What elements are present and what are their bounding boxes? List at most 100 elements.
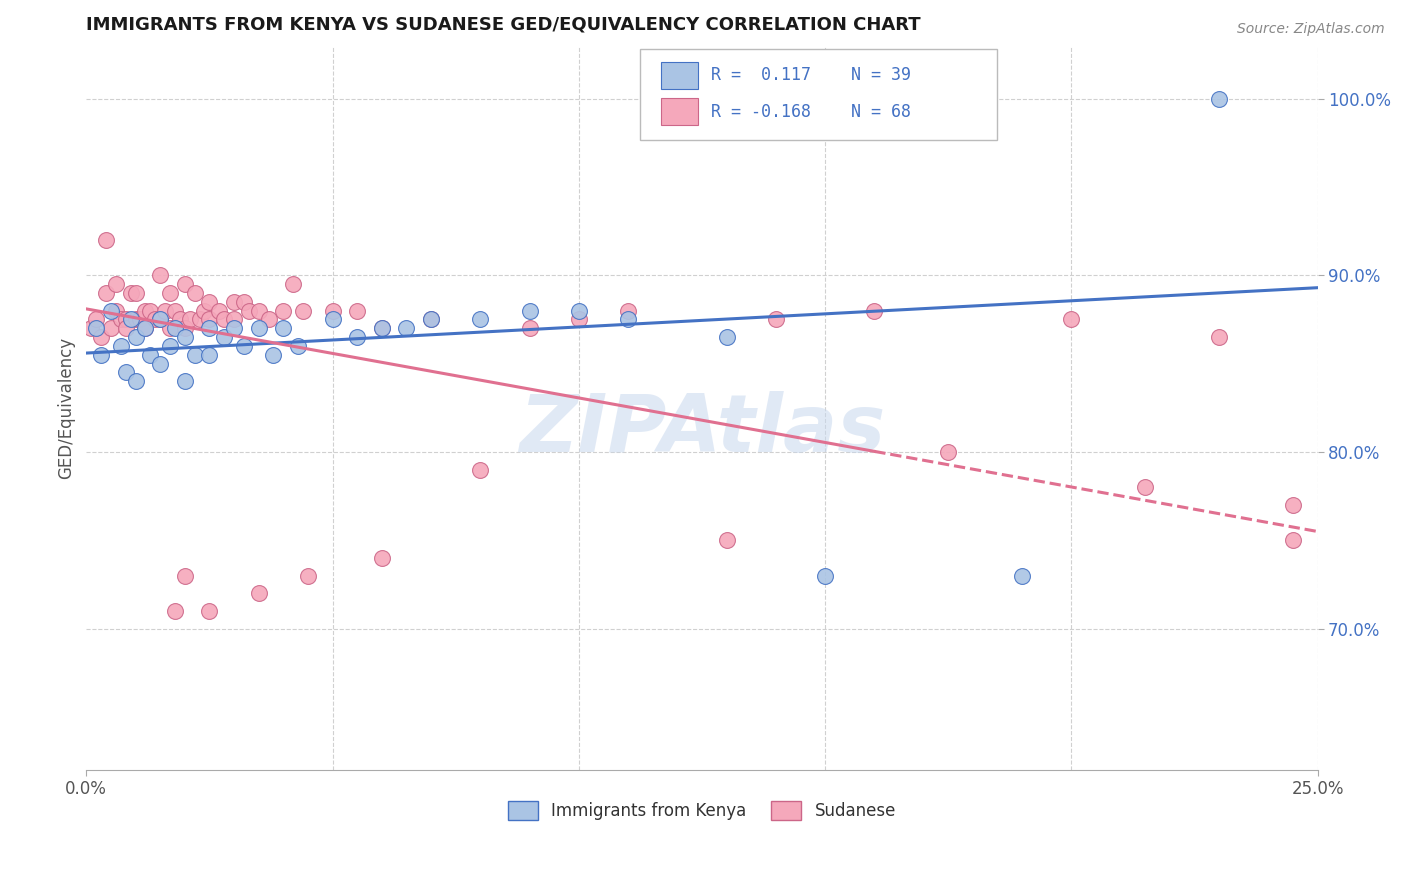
Point <box>94 233 117 247</box>
Point <box>395 321 418 335</box>
Bar <box>661 98 699 126</box>
Point <box>173 277 195 292</box>
Point <box>271 303 294 318</box>
FancyBboxPatch shape <box>640 49 997 140</box>
Point <box>765 312 787 326</box>
Point <box>470 463 492 477</box>
Text: R =  0.117    N = 39: R = 0.117 N = 39 <box>710 66 911 85</box>
Point <box>222 312 245 326</box>
Point <box>173 568 195 582</box>
Point <box>519 321 541 335</box>
Point <box>257 312 280 326</box>
Point <box>100 321 122 335</box>
Point <box>198 312 221 326</box>
Point <box>247 321 270 335</box>
Point <box>153 303 176 318</box>
Point <box>1282 498 1305 512</box>
Point <box>470 312 492 326</box>
Point <box>114 366 136 380</box>
Point <box>124 285 146 300</box>
Point <box>149 357 172 371</box>
Point <box>149 312 172 326</box>
Point <box>238 303 260 318</box>
Point <box>519 303 541 318</box>
Point <box>104 303 127 318</box>
Point <box>1208 92 1230 106</box>
Text: Source: ZipAtlas.com: Source: ZipAtlas.com <box>1237 22 1385 37</box>
Point <box>173 321 195 335</box>
Point <box>149 312 172 326</box>
Point <box>1060 312 1083 326</box>
Point <box>124 375 146 389</box>
Point <box>84 312 107 326</box>
Point <box>169 312 191 326</box>
Point <box>149 268 172 283</box>
Point <box>1135 480 1157 494</box>
Point <box>568 312 591 326</box>
Point <box>1282 533 1305 548</box>
Point <box>198 321 221 335</box>
Point <box>124 330 146 344</box>
Point <box>139 348 162 362</box>
Point <box>420 312 443 326</box>
Point <box>193 303 215 318</box>
Point <box>863 303 886 318</box>
Point <box>173 375 195 389</box>
Legend: Immigrants from Kenya, Sudanese: Immigrants from Kenya, Sudanese <box>501 794 903 827</box>
Point <box>716 330 738 344</box>
Point <box>100 303 122 318</box>
Point <box>936 445 959 459</box>
Point <box>617 303 640 318</box>
Point <box>188 312 211 326</box>
Point <box>159 339 181 353</box>
Y-axis label: GED/Equivalency: GED/Equivalency <box>58 337 75 479</box>
Text: IMMIGRANTS FROM KENYA VS SUDANESE GED/EQUIVALENCY CORRELATION CHART: IMMIGRANTS FROM KENYA VS SUDANESE GED/EQ… <box>86 15 921 33</box>
Point <box>716 533 738 548</box>
Point <box>139 303 162 318</box>
Point <box>173 330 195 344</box>
Point <box>163 321 186 335</box>
Point <box>143 312 166 326</box>
Point <box>90 330 112 344</box>
Point <box>271 321 294 335</box>
Point <box>247 586 270 600</box>
Point <box>222 321 245 335</box>
Text: ZIPAtlas: ZIPAtlas <box>519 391 884 468</box>
Point <box>568 303 591 318</box>
Point <box>114 321 136 335</box>
Point <box>617 312 640 326</box>
Point <box>232 294 254 309</box>
Point <box>198 348 221 362</box>
Point <box>346 330 368 344</box>
Point <box>297 568 319 582</box>
Point <box>183 285 205 300</box>
Point <box>120 285 142 300</box>
Point <box>159 321 181 335</box>
Point <box>212 312 235 326</box>
Point <box>371 551 394 566</box>
Point <box>281 277 304 292</box>
Point <box>292 303 315 318</box>
Point <box>134 303 156 318</box>
Point <box>247 303 270 318</box>
Point <box>163 303 186 318</box>
Point <box>814 568 837 582</box>
Point <box>110 312 132 326</box>
Text: R = -0.168    N = 68: R = -0.168 N = 68 <box>710 103 911 120</box>
Point <box>183 348 205 362</box>
Point <box>198 294 221 309</box>
Point <box>346 303 368 318</box>
Point <box>120 312 142 326</box>
Point <box>198 604 221 618</box>
Point <box>114 312 136 326</box>
Point <box>124 312 146 326</box>
Point <box>287 339 309 353</box>
Point <box>232 339 254 353</box>
Point <box>262 348 284 362</box>
Point <box>134 321 156 335</box>
Point <box>94 285 117 300</box>
Point <box>212 330 235 344</box>
Point <box>1011 568 1033 582</box>
Point <box>163 604 186 618</box>
Point <box>179 312 201 326</box>
